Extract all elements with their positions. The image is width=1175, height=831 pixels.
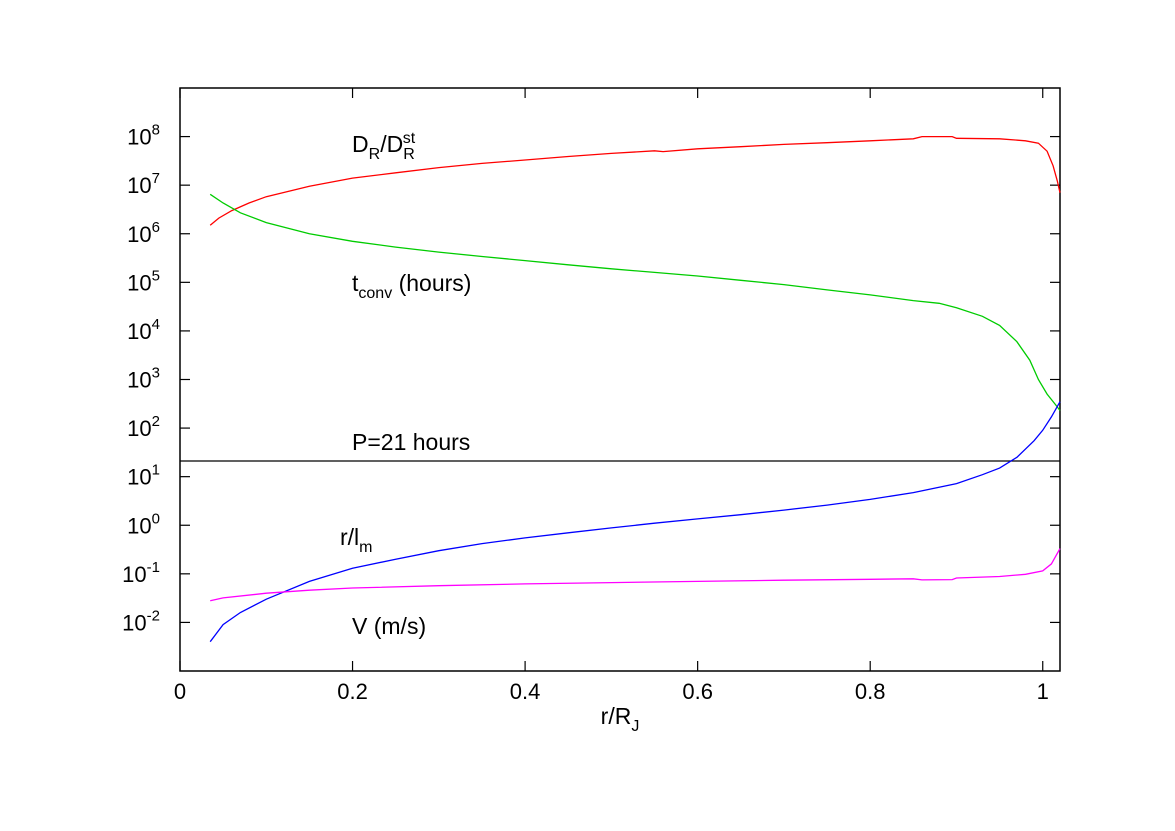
annotation-text: D [352, 131, 369, 157]
y-tick-label: 101 [127, 462, 160, 490]
y-tick-label-base: 10 [127, 416, 151, 441]
annotation-text: V (m/s) [352, 613, 426, 639]
x-axis-label-subscript: J [631, 718, 639, 735]
y-tick-label: 103 [127, 365, 160, 393]
series-line-1 [209, 193, 1061, 411]
y-tick-label-base: 10 [127, 222, 151, 247]
annotation-text: P=21 hours [352, 429, 470, 455]
series-layer [209, 135, 1061, 643]
annotation-velocity: V (m/s) [352, 613, 426, 639]
y-tick-label-exponent: 0 [152, 510, 160, 527]
annotation-subscript: conv [358, 285, 392, 302]
x-axis-label: r/RJ [601, 703, 640, 735]
annotation-subscript: R [369, 146, 381, 163]
x-tick-label: 0.6 [682, 679, 713, 704]
y-tick-label-exponent: 1 [152, 462, 160, 479]
y-tick-label-exponent: 2 [152, 413, 160, 430]
x-tick-label: 1 [1037, 679, 1049, 704]
y-tick-label-exponent: 3 [152, 365, 160, 382]
annotation-text: r/l [340, 524, 359, 550]
x-tick-label: 0.2 [337, 679, 368, 704]
y-tick-label-base: 10 [122, 562, 146, 587]
y-tick-label-exponent: 5 [152, 267, 160, 284]
y-tick-label: 100 [127, 510, 160, 538]
x-tick-label: 0.4 [510, 679, 541, 704]
y-tick-label: 105 [127, 267, 160, 295]
annotation-dr: DR/DRst [352, 130, 416, 163]
y-tick-label: 104 [127, 316, 160, 344]
annotation-text: t [352, 270, 359, 296]
y-tick-label-exponent: 7 [152, 170, 160, 187]
y-tick-label-base: 10 [127, 270, 151, 295]
y-tick-label: 10-1 [122, 559, 160, 587]
y-tick-label: 102 [127, 413, 160, 441]
y-tick-label-base: 10 [127, 125, 151, 150]
y-tick-label-base: 10 [127, 368, 151, 393]
y-tick-label-base: 10 [122, 610, 146, 635]
y-tick-label: 107 [127, 170, 160, 198]
y-tick-label-exponent: 8 [152, 122, 160, 139]
x-axis: 0 0.2 0.4 0.6 0.8 1 [174, 88, 1049, 704]
y-tick-label: 10-2 [122, 607, 160, 635]
plot-border [179, 87, 1061, 672]
series-line-3 [210, 548, 1061, 602]
axes-frame [179, 87, 1061, 672]
x-tick-label: 0.8 [855, 679, 886, 704]
series-line-2 [209, 401, 1061, 643]
annotation-period: P=21 hours [352, 429, 470, 455]
y-tick-label: 106 [127, 219, 160, 247]
x-tick-label: 0 [174, 679, 186, 704]
y-tick-label-base: 10 [127, 465, 151, 490]
y-tick-label-exponent: -2 [147, 607, 160, 624]
y-tick-label-base: 10 [127, 319, 151, 344]
annotation-rlm: r/lm [340, 524, 373, 556]
y-tick-label-exponent: 6 [152, 219, 160, 236]
annotation-text: /D [380, 131, 403, 157]
annotation-superscript: st [403, 130, 416, 147]
y-tick-label-exponent: -1 [147, 559, 160, 576]
annotation-subscript: R [403, 146, 415, 163]
y-tick-label-base: 10 [127, 513, 151, 538]
annotation-tconv: tconv (hours) [352, 270, 471, 302]
y-tick-label: 108 [127, 122, 160, 150]
annotation-text: (hours) [392, 270, 471, 296]
y-tick-label-base: 10 [127, 173, 151, 198]
y-tick-label-exponent: 4 [152, 316, 160, 333]
annotation-subscript: m [359, 539, 372, 556]
series-line-0 [209, 135, 1061, 226]
x-axis-label-base: r/R [601, 703, 632, 729]
